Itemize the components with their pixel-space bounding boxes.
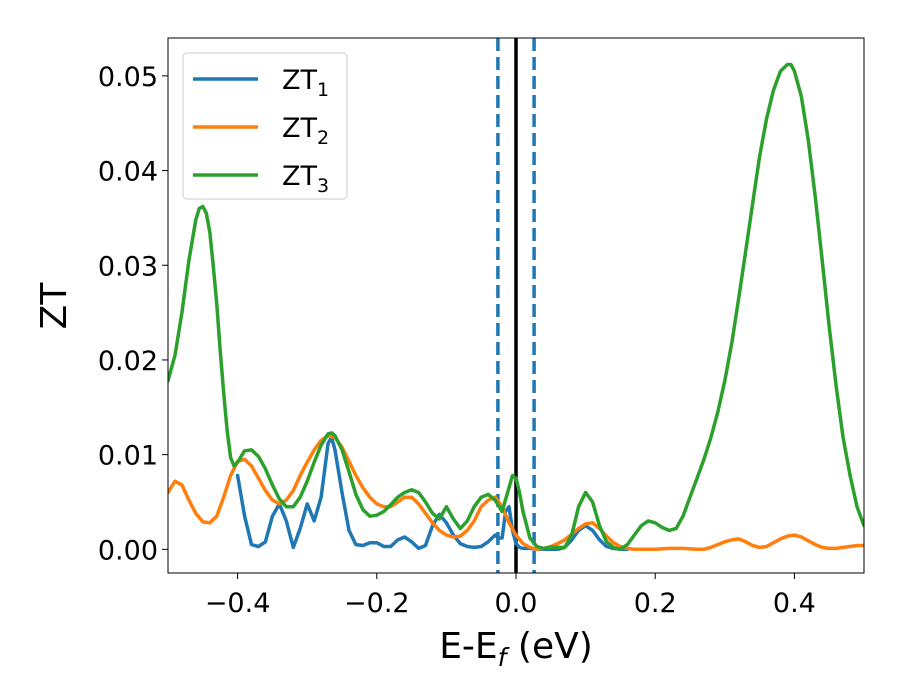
series-line-zt3 bbox=[168, 62, 864, 552]
x-tick-label: 0.2 bbox=[634, 588, 677, 619]
y-axis: 0.00 0.01 0.02 0.03 0.04 0.05 bbox=[98, 62, 168, 566]
legend-box bbox=[182, 52, 348, 200]
y-tick-label: 0.00 bbox=[98, 535, 158, 566]
series-line-zt2 bbox=[168, 433, 864, 552]
legend-label-sub: 3 bbox=[317, 175, 329, 197]
x-tick-label: −0.2 bbox=[344, 588, 410, 619]
y-tick-label: 0.03 bbox=[98, 251, 158, 282]
y-axis-title: ZT bbox=[34, 282, 75, 330]
x-axis-title-main: E-E bbox=[439, 626, 497, 667]
legend-label-main: ZT bbox=[282, 161, 317, 192]
x-tick-label: −0.4 bbox=[205, 588, 271, 619]
y-tick-label: 0.02 bbox=[98, 346, 158, 377]
y-tick-label: 0.01 bbox=[98, 441, 158, 472]
y-tick-label: 0.04 bbox=[98, 157, 158, 188]
series-line-zt1 bbox=[235, 435, 630, 552]
legend-label-zt3: ZT3 bbox=[282, 161, 329, 197]
legend-label-sub: 1 bbox=[317, 79, 329, 101]
legend-label-main: ZT bbox=[282, 65, 317, 96]
legend-label-zt2: ZT2 bbox=[282, 113, 329, 149]
x-axis-title: E-Ef (eV) bbox=[439, 626, 593, 672]
x-tick-label: 0.0 bbox=[495, 588, 538, 619]
y-tick-label: 0.05 bbox=[98, 62, 158, 93]
x-tick-label: 0.4 bbox=[773, 588, 816, 619]
series-layer bbox=[168, 62, 864, 552]
x-axis-title-suffix: (eV) bbox=[506, 626, 592, 667]
x-axis: −0.4 −0.2 0.0 0.2 0.4 bbox=[205, 573, 816, 619]
legend-label-main: ZT bbox=[282, 113, 317, 144]
legend-label-zt1: ZT1 bbox=[282, 65, 329, 101]
legend-label-sub: 2 bbox=[317, 127, 329, 149]
